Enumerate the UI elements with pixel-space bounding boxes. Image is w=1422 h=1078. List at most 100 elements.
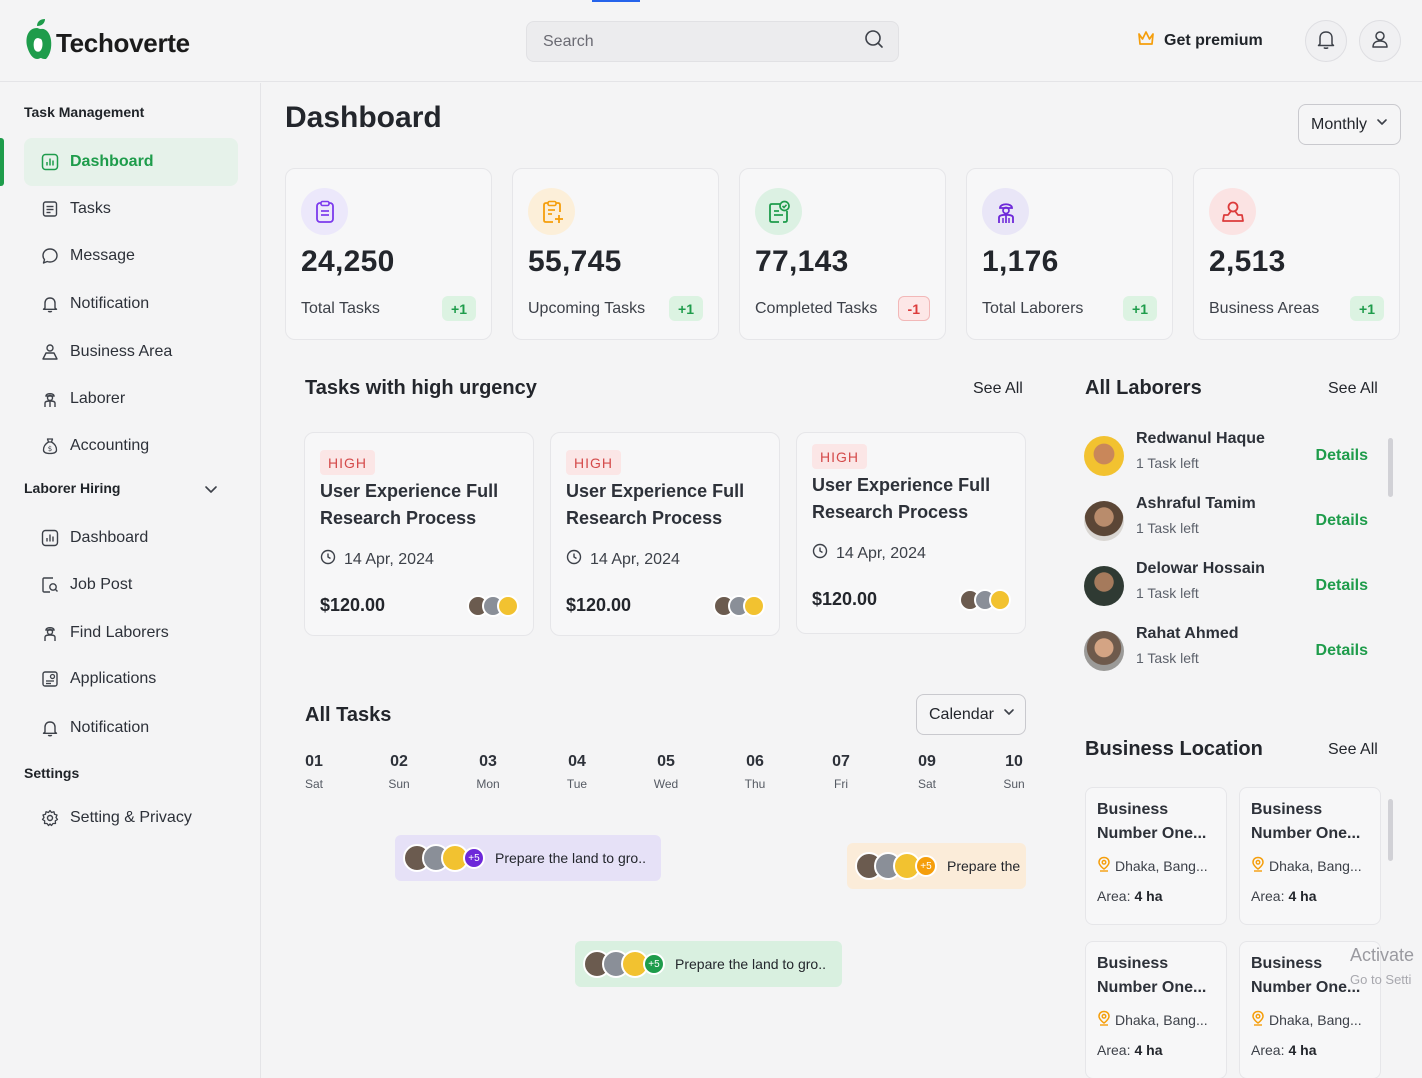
sidebar-item-accounting[interactable]: $ Accounting <box>24 422 238 470</box>
calendar-day[interactable]: 06 Thu <box>735 753 775 791</box>
location-address: Dhaka, Bang... <box>1097 1010 1208 1029</box>
locations-see-all-link[interactable]: See All <box>1328 741 1378 758</box>
location-card[interactable]: Business Number One... Dhaka, Bang... Ar… <box>1239 941 1381 1078</box>
calendar-day[interactable]: 09 Sat <box>907 753 947 791</box>
urgent-task-card[interactable]: HIGH User Experience Full Research Proce… <box>550 432 780 636</box>
assignee-avatars <box>713 595 765 617</box>
location-name: Business Number One... <box>1097 955 1207 996</box>
calendar-day[interactable]: 01 Sat <box>294 753 334 791</box>
search-input[interactable] <box>543 32 864 51</box>
location-card[interactable]: Business Number One... Dhaka, Bang... Ar… <box>1085 787 1227 925</box>
locations-scrollbar[interactable] <box>1388 799 1393 861</box>
top-bar: Techoverte Get premium <box>0 0 1422 82</box>
chart-icon <box>40 528 60 548</box>
area-value: 4 ha <box>1134 888 1163 904</box>
period-select[interactable]: Monthly <box>1298 104 1401 145</box>
laborers-see-all-link[interactable]: See All <box>1328 380 1378 397</box>
stat-card-total-tasks[interactable]: 24,250 Total Tasks +1 <box>285 168 492 340</box>
sidebar-item-notification[interactable]: Notification <box>24 280 238 328</box>
sidebar-item-message[interactable]: Message <box>24 232 238 280</box>
search-icon[interactable] <box>864 29 884 54</box>
stat-card-completed-tasks[interactable]: 77,143 Completed Tasks -1 <box>739 168 946 340</box>
applications-icon <box>40 669 60 689</box>
sidebar-item-hiring-dashboard[interactable]: Dashboard <box>24 514 238 562</box>
stat-card-business-areas[interactable]: 2,513 Business Areas +1 <box>1193 168 1400 340</box>
avatar <box>989 589 1011 611</box>
location-area: Area: 4 ha <box>1251 888 1316 904</box>
laborer-details-link[interactable]: Details <box>1315 512 1368 529</box>
location-pin-icon <box>1097 1010 1111 1029</box>
logo[interactable]: Techoverte <box>22 18 190 69</box>
laborer-icon <box>982 188 1029 235</box>
calendar-view-select[interactable]: Calendar <box>916 694 1026 735</box>
calendar-day[interactable]: 02 Sun <box>379 753 419 791</box>
urgency-section-title: Tasks with high urgency <box>305 377 537 399</box>
day-number: 06 <box>746 753 764 770</box>
sidebar-item-find-laborers[interactable]: Find Laborers <box>24 609 238 657</box>
event-avatars: +5 <box>403 844 485 872</box>
task-price: $120.00 <box>320 595 386 615</box>
urgency-see-all-link[interactable]: See All <box>973 380 1023 397</box>
period-value: Monthly <box>1311 115 1368 133</box>
calendar-day[interactable]: 05 Wed <box>646 753 686 791</box>
calendar-day[interactable]: 07 Fri <box>821 753 861 791</box>
event-avatars: +5 <box>583 950 665 978</box>
day-weekday: Sun <box>388 777 410 791</box>
top-indicator <box>592 0 640 2</box>
section-laborer-hiring[interactable]: Laborer Hiring <box>24 480 121 496</box>
calendar-day[interactable]: 04 Tue <box>557 753 597 791</box>
laborer-details-link[interactable]: Details <box>1315 447 1368 464</box>
sidebar-item-label: Applications <box>70 670 157 687</box>
day-weekday: Fri <box>834 777 848 791</box>
day-number: 03 <box>479 753 497 770</box>
clipboard-plus-icon <box>528 188 575 235</box>
location-card[interactable]: Business Number One... Dhaka, Bang... Ar… <box>1239 787 1381 925</box>
calendar-day[interactable]: 10 Sun <box>994 753 1034 791</box>
sidebar-item-setting-privacy[interactable]: Setting & Privacy <box>24 794 238 842</box>
task-title: User Experience Full Research Process <box>812 475 991 522</box>
stat-card-total-laborers[interactable]: 1,176 Total Laborers +1 <box>966 168 1173 340</box>
more-count-badge: +5 <box>915 855 937 877</box>
find-laborer-icon <box>40 623 60 643</box>
sidebar-item-label: Dashboard <box>70 529 149 546</box>
sidebar-item-label: Tasks <box>70 200 111 217</box>
day-weekday: Sat <box>917 777 936 791</box>
laborer-tasks-left: 1 Task left <box>1136 455 1199 471</box>
activation-watermark: Activate <box>1350 945 1415 965</box>
day-weekday: Tue <box>566 777 588 791</box>
clock-icon <box>812 543 828 564</box>
sidebar-item-applications[interactable]: Applications <box>24 655 238 703</box>
sidebar-item-tasks[interactable]: Tasks <box>24 185 238 233</box>
profile-button[interactable] <box>1359 20 1401 62</box>
chevron-down-icon[interactable] <box>203 481 219 502</box>
sidebar-item-business-area[interactable]: Business Area <box>24 328 238 376</box>
calendar-event[interactable]: +5 Prepare the land to gro.. <box>575 941 842 987</box>
notification-button[interactable] <box>1305 20 1347 62</box>
urgent-task-card[interactable]: HIGH User Experience Full Research Proce… <box>304 432 534 636</box>
chevron-down-icon <box>1375 115 1389 134</box>
get-premium-button[interactable]: Get premium <box>1136 28 1263 53</box>
sidebar-item-laborer[interactable]: Laborer <box>24 375 238 423</box>
section-settings: Settings <box>24 765 80 781</box>
location-area: Area: 4 ha <box>1097 888 1162 904</box>
stat-card-upcoming-tasks[interactable]: 55,745 Upcoming Tasks +1 <box>512 168 719 340</box>
chevron-down-icon <box>1002 705 1016 724</box>
laborer-details-link[interactable]: Details <box>1315 577 1368 594</box>
calendar-event[interactable]: +5 Prepare the land to gro.. <box>395 835 661 881</box>
sidebar-item-job-post[interactable]: Job Post <box>24 561 238 609</box>
laborers-scrollbar[interactable] <box>1388 438 1393 497</box>
task-date-text: 14 Apr, 2024 <box>344 550 434 568</box>
priority-badge: HIGH <box>320 450 375 475</box>
page-title: Dashboard <box>285 101 442 134</box>
calendar-day[interactable]: 03 Mon <box>468 753 508 791</box>
location-card[interactable]: Business Number One... Dhaka, Bang... Ar… <box>1085 941 1227 1078</box>
calendar-view-value: Calendar <box>929 705 994 723</box>
sidebar-item-hiring-notification[interactable]: Notification <box>24 704 238 752</box>
urgent-task-card[interactable]: HIGH User Experience Full Research Proce… <box>796 432 1026 634</box>
sidebar-item-dashboard[interactable]: Dashboard <box>24 138 238 186</box>
search-bar[interactable] <box>526 21 899 62</box>
apple-logo-icon <box>22 18 54 69</box>
laborer-details-link[interactable]: Details <box>1315 642 1368 659</box>
task-date-text: 14 Apr, 2024 <box>590 550 680 568</box>
calendar-event[interactable]: +5 Prepare the <box>847 843 1026 889</box>
